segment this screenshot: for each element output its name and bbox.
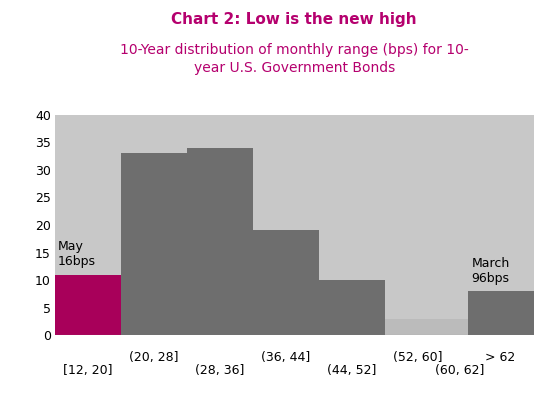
Bar [451, 319, 468, 335]
Text: March
96bps: March 96bps [472, 256, 510, 285]
Text: (60, 62]: (60, 62] [434, 364, 484, 377]
Bar [121, 153, 187, 335]
Bar [253, 231, 319, 335]
Bar [385, 319, 451, 335]
Text: Chart 2: Low is the new high: Chart 2: Low is the new high [172, 12, 417, 27]
Text: (20, 28]: (20, 28] [129, 351, 179, 364]
Bar [319, 280, 385, 335]
Bar [468, 291, 534, 335]
Text: (28, 36]: (28, 36] [195, 364, 245, 377]
Text: [12, 20]: [12, 20] [63, 364, 113, 377]
Text: (36, 44]: (36, 44] [261, 351, 311, 364]
Text: 10-Year distribution of monthly range (bps) for 10-
year U.S. Government Bonds: 10-Year distribution of monthly range (b… [120, 43, 469, 75]
Bar [187, 148, 253, 335]
Bar [55, 275, 121, 335]
Text: May
16bps: May 16bps [58, 240, 96, 268]
Text: (44, 52]: (44, 52] [327, 364, 377, 377]
Text: (52, 60]: (52, 60] [393, 351, 443, 364]
Text: > 62: > 62 [485, 351, 516, 364]
